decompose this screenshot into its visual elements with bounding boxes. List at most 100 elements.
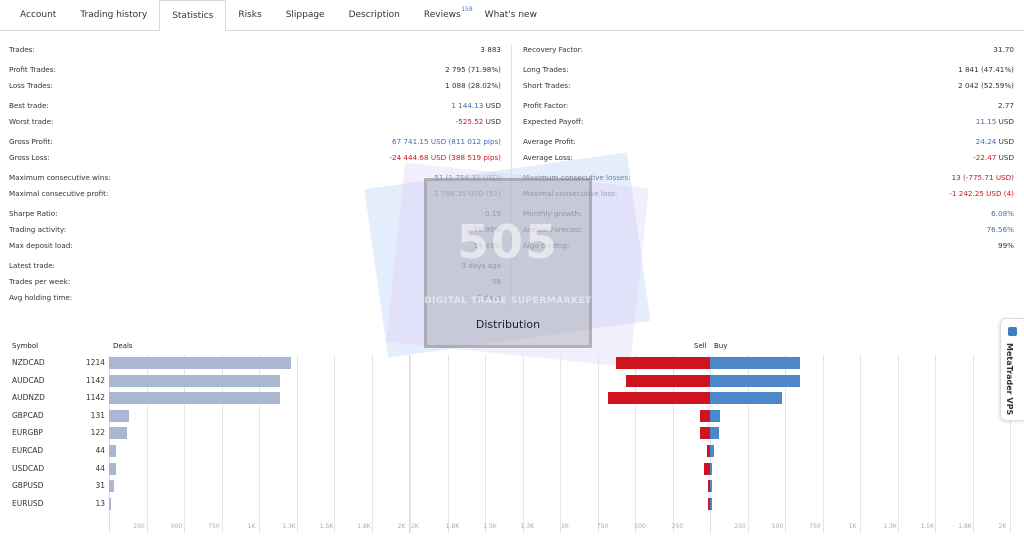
deals-tick-label: 1.5K [319, 523, 334, 530]
deals-tick-label: 1.8K [357, 523, 371, 530]
sell-bar [700, 409, 710, 422]
stat-label: Profit Factor: [523, 101, 569, 110]
stat-value-number: 75.99% [473, 225, 501, 234]
grid-line [597, 355, 599, 533]
stat-row: Max deposit load: 59.43% [9, 238, 501, 254]
stat-value-number: 76.56% [986, 225, 1014, 234]
stat-label: Algo trading: [523, 241, 570, 250]
sell-tick-label: 1K [561, 523, 569, 530]
stat-value-number: 24.24 [975, 137, 997, 146]
stat-label: Average Loss: [523, 153, 573, 162]
stat-label: Trading activity: [9, 225, 67, 234]
stat-row: Average Profit: 24.24 USD [523, 134, 1014, 150]
grid-line [747, 355, 749, 533]
tab-statistics[interactable]: Statistics [159, 0, 227, 31]
stat-label: Long Trades: [523, 65, 569, 74]
stat-value-number: 59.43% [473, 241, 501, 250]
deals-count-label: 13 [95, 498, 105, 508]
stat-value-number: 3 883 [480, 45, 501, 54]
stat-value: 0.19 [485, 206, 501, 222]
stat-value-number: 0.19 [484, 209, 501, 218]
stat-value-number: -1 242.25 USD (4) [949, 189, 1014, 198]
symbol-label: USDCAD [12, 463, 45, 473]
grid-line [1010, 355, 1011, 533]
symbol-label: GBPCAD [12, 410, 44, 420]
stat-label: Gross Loss: [9, 153, 50, 162]
tab-reviews[interactable]: Reviews 158 [412, 0, 473, 30]
tab-risks[interactable]: Risks [226, 0, 273, 30]
tab-trading-history[interactable]: Trading history [68, 0, 159, 30]
sell-tick-label: 500 [634, 523, 646, 530]
stat-value-number: 2 days [477, 293, 501, 302]
tab-account[interactable]: Account [8, 0, 68, 30]
deals-tick-label: 500 [170, 523, 183, 530]
stat-row: Best trade: 1 144.13 USD [9, 98, 501, 114]
watermark-tagline: DIGITAL TRADE SUPERMARKET [424, 296, 592, 306]
buy-bar [710, 480, 713, 493]
stat-row: Expected Payoff: 11.15 USD [523, 114, 1014, 130]
buy-tick-label: 750 [809, 523, 821, 530]
grid-line [447, 355, 449, 533]
deals-bar [109, 409, 129, 422]
stat-value: 75.99% [474, 222, 501, 238]
stat-value-number: 11.15 [975, 117, 997, 126]
distribution-title: Distribution [475, 318, 541, 331]
tab-description[interactable]: Description [337, 0, 412, 30]
deals-bar [109, 462, 116, 475]
sell-bar [708, 497, 710, 510]
stat-label: Latest trade: [9, 261, 56, 270]
stat-value: -22.47 USD [973, 150, 1014, 166]
deals-count-label: 44 [95, 446, 105, 455]
metatrader-vps-tab[interactable]: MetaTrader VPS [1000, 318, 1024, 421]
stat-value: 59.43% [474, 238, 501, 254]
stat-label: Loss Trades: [9, 81, 53, 90]
stat-row: Profit Factor: 2.77 [523, 98, 1014, 114]
deals-bar [109, 357, 292, 369]
stat-row: Sharpe Ratio: 0.19 [9, 206, 501, 222]
stat-value: 24.24 USD [976, 134, 1014, 150]
header-symbol: Symbol [12, 342, 39, 350]
buy-tick-label: 500 [771, 523, 784, 530]
stat-value-unit: USD [483, 117, 501, 126]
stat-row: Worst trade: -525.52 USD [9, 114, 501, 130]
tab-label: Risks [238, 10, 262, 20]
stat-label: Maximal consecutive profit: [9, 189, 109, 198]
stat-label: Maximal consecutive loss: [523, 189, 618, 198]
stat-value-unit: USD [483, 101, 501, 110]
stat-value: 13 (-775.71 USD) [952, 170, 1014, 186]
stat-value-number: 1 088 (28.02%) [445, 81, 501, 90]
stat-value-unit: USD [996, 117, 1014, 126]
deals-tick-label: 2K [397, 523, 406, 530]
stat-value-number: -24 444.68 USD (388 519 pips) [389, 153, 501, 162]
header-buy: Buy [714, 342, 728, 350]
stat-value-number: 99% [998, 241, 1014, 250]
grid-line [296, 355, 298, 533]
stat-label: Annual Forecast: [523, 225, 584, 234]
symbol-label: GBPUSD [12, 481, 44, 491]
stat-row: Maximal consecutive profit: 1 756.35 USD … [9, 186, 501, 202]
sell-bar [700, 427, 710, 440]
buy-tick-label: 2K [998, 523, 1007, 530]
tab-what-s-new[interactable]: What's new [473, 0, 549, 30]
stat-value-number: 51 (1 756.35 USD) [434, 173, 501, 182]
grid-line [485, 355, 486, 533]
stat-value-number: 2 042 (52.59%) [958, 81, 1014, 90]
grid-line [410, 355, 411, 533]
sell-tick-label: 750 [596, 523, 609, 530]
stat-value: 67 741.15 USD (811 012 pips) [392, 134, 501, 150]
stat-value-number: 31.70 [993, 45, 1014, 54]
sell-bar [704, 462, 710, 475]
tab-label: Account [20, 10, 57, 20]
axis-line [409, 355, 410, 533]
stat-value-number: 1 144.13 [451, 101, 484, 110]
deals-count-label: 131 [90, 410, 105, 420]
symbol-label: EURUSD [12, 498, 44, 508]
stat-value: 2 795 (71.98%) [445, 62, 501, 78]
stat-value: 2 days [477, 290, 501, 306]
stat-label: Average Profit: [523, 137, 576, 146]
stat-value-number: -525.52 [455, 117, 484, 126]
grid-line [184, 355, 185, 533]
tab-slippage[interactable]: Slippage [274, 0, 337, 30]
buy-tick-label: 1.3K [883, 523, 897, 530]
stat-row: Avg holding time: 2 days [9, 290, 501, 306]
